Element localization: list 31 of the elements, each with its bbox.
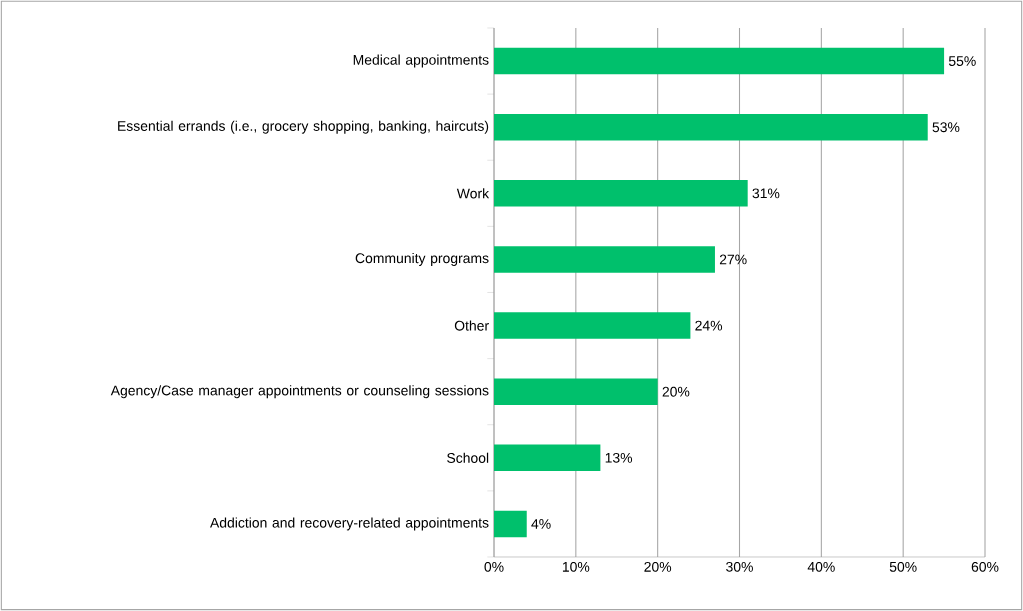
x-tick-label: 60% <box>971 561 999 572</box>
bar <box>494 246 715 273</box>
bar <box>494 312 691 339</box>
data-label: 4% <box>531 519 551 529</box>
bar <box>494 113 928 141</box>
y-tick-label: Work <box>456 188 490 199</box>
y-tick-label: Other <box>454 320 489 331</box>
y-tick-label: School <box>447 452 489 463</box>
x-tick-label: 10% <box>562 561 590 572</box>
data-label: 24% <box>695 320 723 331</box>
y-tick-label: Agency/Case manager appointments or counseling sessions <box>110 385 489 399</box>
bar <box>494 378 658 405</box>
y-tick-label: Community programs <box>355 252 489 266</box>
x-tick-label: 0% <box>484 561 504 572</box>
x-tick-label: 30% <box>726 561 753 572</box>
bar <box>494 444 601 472</box>
data-label: 13% <box>605 452 633 463</box>
y-tick-label: Addiction and recovery-related appointments <box>210 517 489 531</box>
data-label: 20% <box>662 386 690 397</box>
x-tick-label: 20% <box>644 561 672 572</box>
data-label: 53% <box>932 122 960 133</box>
data-label: 27% <box>719 254 747 265</box>
y-tick-label: Essential errands (i.e., grocery shopping, banking, haircuts) <box>118 120 489 134</box>
bar <box>494 47 945 75</box>
x-tick-label: 40% <box>807 561 835 572</box>
bar <box>494 180 748 207</box>
data-label: 55% <box>948 56 976 66</box>
data-label: 31% <box>752 188 780 199</box>
bar <box>494 510 527 538</box>
y-tick-label: Medical appointments <box>353 54 489 68</box>
x-tick-label: 50% <box>889 561 917 572</box>
